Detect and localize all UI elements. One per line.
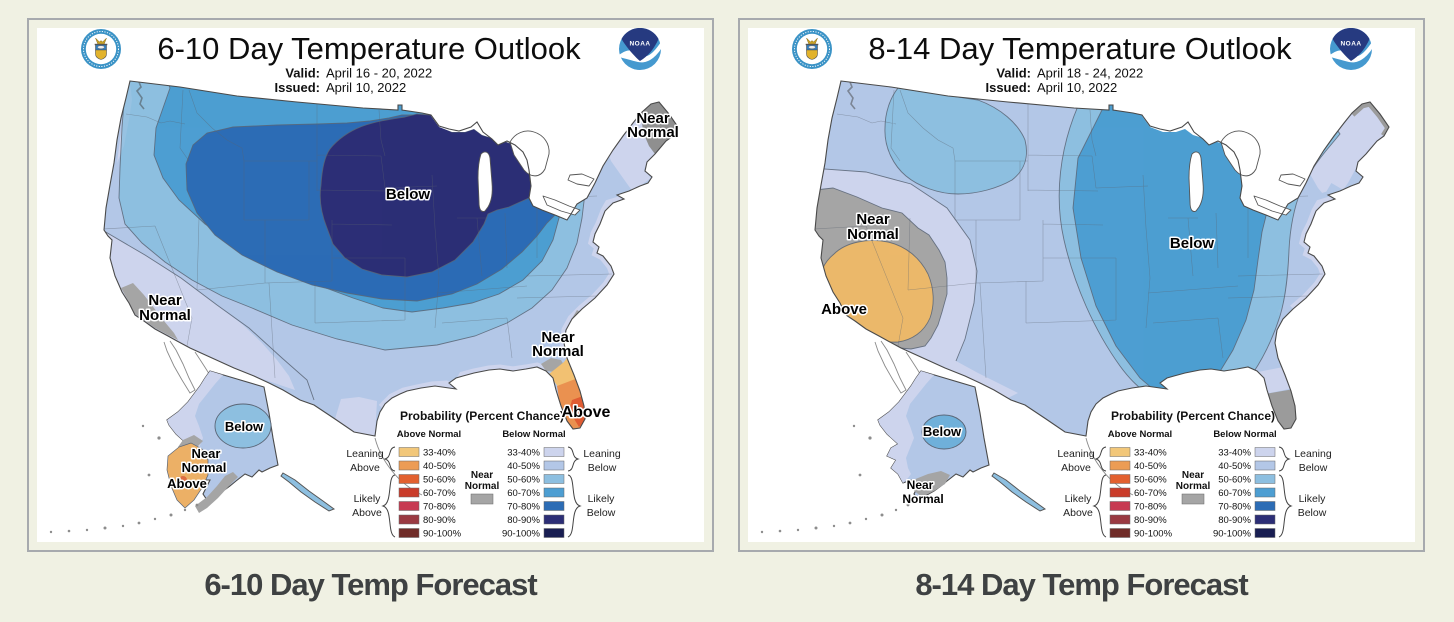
svg-text:April 18 - 24, 2022: April 18 - 24, 2022 — [1037, 66, 1143, 81]
svg-text:Normal: Normal — [627, 124, 679, 141]
svg-text:Below: Below — [1170, 235, 1215, 252]
svg-text:Below: Below — [225, 419, 264, 434]
svg-text:8-14 Day Temperature Outlook: 8-14 Day Temperature Outlook — [868, 31, 1292, 66]
svg-text:Normal: Normal — [139, 307, 191, 324]
svg-text:Above: Above — [562, 404, 611, 421]
svg-text:Issued:: Issued: — [274, 80, 320, 95]
svg-text:Normal: Normal — [847, 226, 899, 243]
svg-text:Valid:: Valid: — [285, 66, 320, 81]
svg-text:Near: Near — [192, 446, 221, 461]
svg-text:Normal: Normal — [532, 343, 584, 360]
svg-text:Near: Near — [541, 329, 575, 346]
svg-text:Below: Below — [386, 186, 431, 203]
svg-text:Normal: Normal — [902, 492, 943, 506]
svg-text:Near: Near — [856, 211, 890, 228]
svg-text:Issued:: Issued: — [985, 80, 1031, 95]
svg-text:April 10, 2022: April 10, 2022 — [1037, 80, 1117, 95]
svg-text:Above: Above — [167, 476, 207, 491]
svg-text:Valid:: Valid: — [996, 66, 1031, 81]
svg-text:Normal: Normal — [182, 460, 227, 475]
svg-text:April 16 - 20, 2022: April 16 - 20, 2022 — [326, 66, 432, 81]
svg-text:April 10, 2022: April 10, 2022 — [326, 80, 406, 95]
svg-text:6-10 Day Temperature Outlook: 6-10 Day Temperature Outlook — [157, 31, 581, 66]
svg-text:Below: Below — [923, 424, 962, 439]
svg-text:Near: Near — [636, 110, 670, 127]
svg-text:Near: Near — [148, 292, 182, 309]
svg-text:Above: Above — [821, 301, 867, 318]
svg-text:Near: Near — [907, 478, 934, 492]
